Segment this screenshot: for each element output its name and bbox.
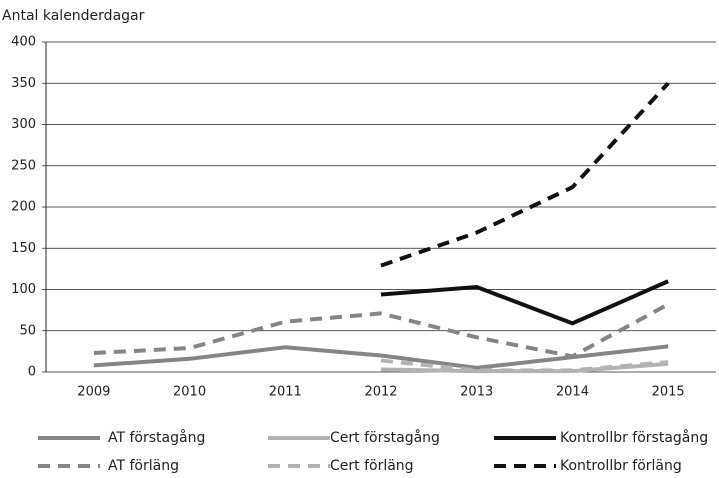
- x-tick-label: 2010: [173, 385, 206, 400]
- legend-label: Cert förstagång: [330, 429, 440, 446]
- y-tick-label: 50: [19, 323, 36, 338]
- y-tick-label: 0: [28, 365, 36, 380]
- y-tick-label: 150: [11, 241, 36, 256]
- legend-label: AT förstagång: [108, 429, 205, 446]
- y-tick-label: 100: [11, 282, 36, 297]
- y-tick-label: 400: [11, 35, 36, 50]
- x-tick-label: 2012: [364, 385, 397, 400]
- x-tick-label: 2009: [77, 385, 110, 400]
- x-tick-label: 2014: [556, 385, 589, 400]
- y-axis-title: Antal kalenderdagar: [2, 8, 145, 24]
- x-tick-label: 2011: [269, 385, 302, 400]
- x-tick-label: 2013: [460, 385, 493, 400]
- series-line: [93, 302, 670, 359]
- y-tick-label: 200: [11, 200, 36, 215]
- legend-label: Cert förläng: [330, 458, 414, 474]
- series-line: [380, 81, 670, 268]
- legend-label: Kontrollbr förläng: [560, 458, 682, 474]
- y-tick-label: 350: [11, 76, 36, 91]
- y-tick-label: 250: [11, 158, 36, 173]
- legend-label: AT förläng: [108, 458, 179, 474]
- legend-label: Kontrollbr förstagång: [560, 429, 708, 446]
- x-tick-label: 2015: [652, 385, 685, 400]
- y-tick-label: 300: [11, 117, 36, 132]
- series-line: [380, 279, 669, 326]
- series-line: [380, 358, 669, 373]
